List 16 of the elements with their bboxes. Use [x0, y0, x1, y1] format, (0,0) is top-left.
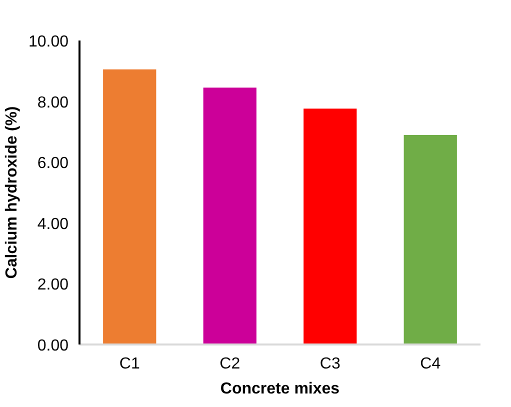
x-tick-label: C2	[220, 356, 240, 372]
y-tick-label: 4.00	[37, 216, 69, 233]
x-axis-title: Concrete mixes	[220, 380, 340, 398]
y-tick-label: 0.00	[37, 338, 69, 354]
bar	[203, 88, 256, 344]
y-axis-title: Calcium hydroxide (%)	[3, 106, 20, 279]
y-tick-label: 8.00	[37, 94, 69, 112]
y-tick-label: 2.00	[37, 276, 69, 294]
x-tick-label: C1	[119, 356, 140, 372]
bar	[103, 69, 156, 344]
bar	[304, 108, 357, 344]
bar	[404, 135, 457, 344]
x-tick-label: C4	[420, 356, 441, 372]
y-tick-label: 10.00	[28, 34, 69, 50]
y-tick-label: 6.00	[37, 155, 69, 172]
x-tick-label: C3	[320, 356, 340, 372]
